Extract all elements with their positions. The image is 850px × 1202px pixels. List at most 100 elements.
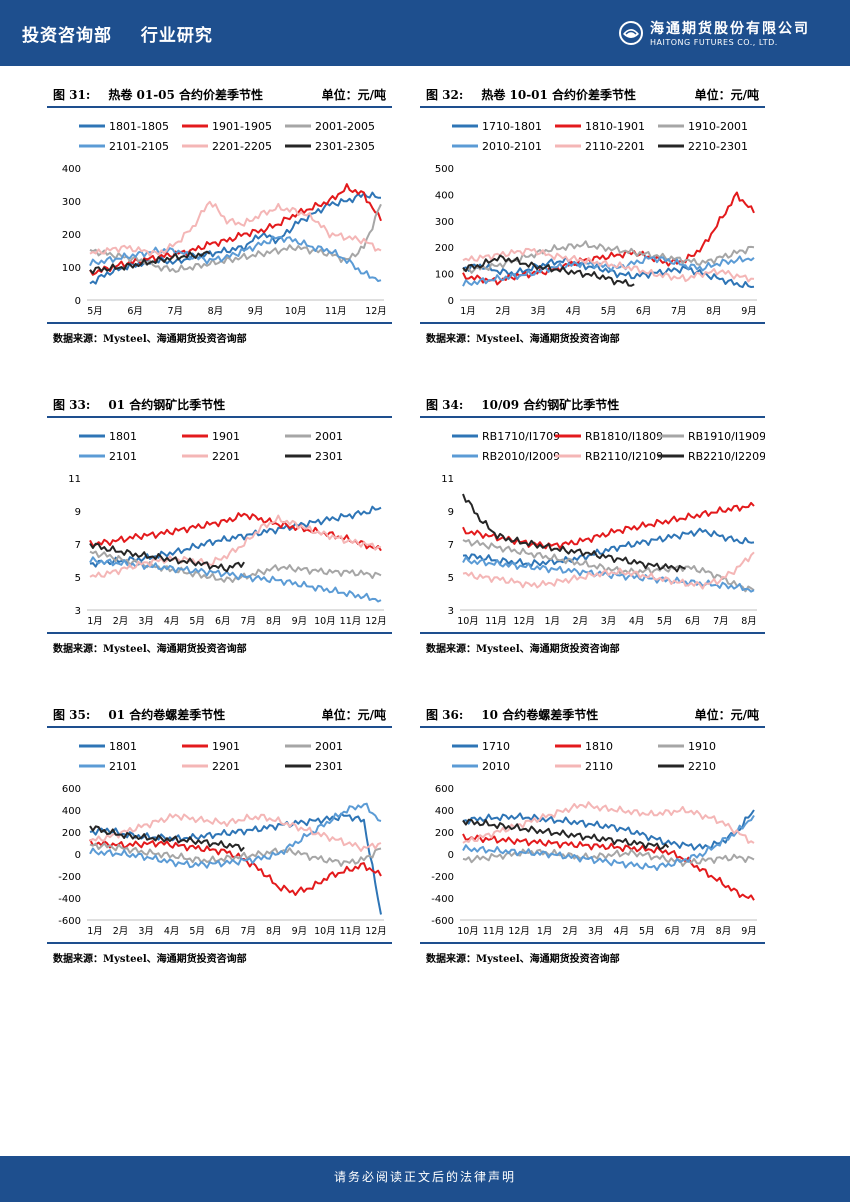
legend-label-RB1810/I1809: RB1810/I1809 xyxy=(585,430,663,443)
figure-34-title: 10/09 合约钢矿比季节性 xyxy=(481,398,620,412)
y-tick-label: 400 xyxy=(435,190,454,201)
y-tick-label: 200 xyxy=(62,230,81,241)
y-tick-label: 600 xyxy=(62,784,81,795)
figure-32-panel: 图 32: 热卷 10-01 合约价差季节性 单位：元/吨 1710-1801 18… xyxy=(420,82,765,346)
legend-label-2210: 2210 xyxy=(688,760,716,773)
figure-33-chart: 1801 1901 2001 2101 2201 2301 3 5 7 9 11 1月 2月 3月 4月 5月… xyxy=(68,430,387,627)
figure-33-number: 图 33: xyxy=(53,398,91,412)
page-header: 投资咨询部 行业研究 海通期货股份有限公司 HAITONG FUTURES CO… xyxy=(0,0,850,66)
x-tick-label: 7月 xyxy=(168,306,184,317)
figure-32-source: 数据来源：Mysteel、海通期货投资咨询部 xyxy=(420,322,765,345)
x-tick-label: 1月 xyxy=(87,926,103,937)
legend-label-2101: 2101 xyxy=(109,450,137,463)
x-tick-label: 5月 xyxy=(657,616,673,627)
legend-label-1810: 1810 xyxy=(585,740,613,753)
figure-33-panel: 图 33: 01 合约钢矿比季节性 1801 1901 2001 2101 2201 230… xyxy=(47,392,392,656)
y-tick-label: 0 xyxy=(75,296,81,307)
series-line-1710 xyxy=(462,809,755,851)
series-line-1810 xyxy=(462,833,755,901)
series-line-RB1810/I1809 xyxy=(462,501,755,550)
series-line-RB1910/I1909 xyxy=(462,539,755,593)
legend-label-RB2210/I2209: RB2210/I2209 xyxy=(688,450,765,463)
figure-36-unit: 单位：元/吨 xyxy=(694,708,759,722)
figure-34-chart: RB1710/I1709 RB1810/I1809 RB1910/I1909 RB20… xyxy=(441,430,765,627)
legend-label-RB2010/I2009: RB2010/I2009 xyxy=(482,450,560,463)
y-tick-label: 9 xyxy=(448,507,454,518)
header-section: 投资咨询部 xyxy=(22,26,112,46)
y-tick-label: -400 xyxy=(431,894,454,905)
series-line-1801 xyxy=(89,505,382,568)
y-tick-label: 9 xyxy=(75,507,81,518)
x-tick-label: 8月 xyxy=(706,306,722,317)
legend-label-2001: 2001 xyxy=(315,430,343,443)
legend-label-1901: 1901 xyxy=(212,740,240,753)
x-tick-label: 8月 xyxy=(208,306,224,317)
legend-label-1801: 1801 xyxy=(109,740,137,753)
y-tick-label: 400 xyxy=(62,806,81,817)
x-tick-label: 5月 xyxy=(601,306,617,317)
y-tick-label: -600 xyxy=(58,916,81,927)
series-line-RB1710/I1709 xyxy=(462,527,755,567)
series-line-1801 xyxy=(89,812,382,915)
x-tick-label: 11月 xyxy=(325,306,347,317)
series-line-2210 xyxy=(462,818,670,851)
legend-label-2010: 2010 xyxy=(482,760,510,773)
x-tick-label: 9月 xyxy=(292,926,308,937)
series-line-2001 xyxy=(89,842,382,867)
y-tick-label: 11 xyxy=(68,474,81,485)
legend-label-1801-1805: 1801-1805 xyxy=(109,120,169,133)
x-tick-label: 2月 xyxy=(113,616,129,627)
footer-disclaimer: 请务必阅读正文后的法律声明 xyxy=(333,1170,516,1184)
figure-35-source: 数据来源：Mysteel、海通期货投资咨询部 xyxy=(47,942,392,965)
x-tick-label: 4月 xyxy=(613,926,629,937)
figure-35-chart: 1801 1901 2001 2101 2201 2301 -600 -400 -200 0 200… xyxy=(58,740,387,937)
y-tick-label: 600 xyxy=(435,784,454,795)
x-tick-label: 5月 xyxy=(639,926,655,937)
legend-label-RB1710/I1709: RB1710/I1709 xyxy=(482,430,560,443)
legend-label-RB1910/I1909: RB1910/I1909 xyxy=(688,430,765,443)
x-tick-label: 1月 xyxy=(545,616,561,627)
legend-label-2010-2101: 2010-2101 xyxy=(482,140,542,153)
legend-label-2210-2301: 2210-2301 xyxy=(688,140,748,153)
company-logo: 海通期货股份有限公司 HAITONG FUTURES CO., LTD. xyxy=(619,18,810,47)
series-line-2201 xyxy=(89,813,382,852)
x-tick-label: 9月 xyxy=(741,306,757,317)
x-tick-label: 12月 xyxy=(365,306,387,317)
series-line-1801-1805 xyxy=(89,191,381,285)
legend-label-2101-2105: 2101-2105 xyxy=(109,140,169,153)
page-footer: 请务必阅读正文后的法律声明 xyxy=(0,1156,850,1202)
series-line-1810-1901 xyxy=(462,191,755,286)
y-tick-label: 7 xyxy=(75,540,81,551)
figure-35-title-bar: 图 35: 01 合约卷螺差季节性 单位：元/吨 xyxy=(47,702,392,728)
series-line-2301-2305 xyxy=(89,250,211,275)
x-tick-label: 3月 xyxy=(138,926,154,937)
figure-36-source: 数据来源：Mysteel、海通期货投资咨询部 xyxy=(420,942,765,965)
x-tick-label: 5月 xyxy=(87,306,103,317)
series-line-1901-1905 xyxy=(89,183,382,276)
x-tick-label: 4月 xyxy=(164,616,180,627)
figure-32-chart: 1710-1801 1810-1901 1910-2001 2010-2101 2110… xyxy=(435,120,757,317)
legend-label-1801: 1801 xyxy=(109,430,137,443)
x-tick-label: 11月 xyxy=(340,616,362,627)
x-tick-label: 6月 xyxy=(215,926,231,937)
legend-label-2201-2205: 2201-2205 xyxy=(212,140,272,153)
figure-31-panel: 图 31: 热卷 01-05 合约价差季节性 单位：元/吨 1801-1805 19… xyxy=(47,82,392,346)
legend-label-2101: 2101 xyxy=(109,760,137,773)
x-tick-label: 9月 xyxy=(248,306,264,317)
x-tick-label: 10月 xyxy=(314,926,336,937)
x-tick-label: 8月 xyxy=(716,926,732,937)
x-tick-label: 5月 xyxy=(189,616,205,627)
figure-35-number: 图 35: xyxy=(53,708,91,722)
figure-34-number: 图 34: xyxy=(426,398,464,412)
figure-33-source: 数据来源：Mysteel、海通期货投资咨询部 xyxy=(47,632,392,655)
x-tick-label: 7月 xyxy=(690,926,706,937)
y-tick-label: 500 xyxy=(435,164,454,175)
y-tick-label: 0 xyxy=(448,296,454,307)
legend-label-1710: 1710 xyxy=(482,740,510,753)
figure-32-title: 热卷 10-01 合约价差季节性 xyxy=(481,88,637,102)
figure-31-source: 数据来源：Mysteel、海通期货投资咨询部 xyxy=(47,322,392,345)
x-tick-label: 6月 xyxy=(636,306,652,317)
y-tick-label: -600 xyxy=(431,916,454,927)
figure-36-number: 图 36: xyxy=(426,708,464,722)
